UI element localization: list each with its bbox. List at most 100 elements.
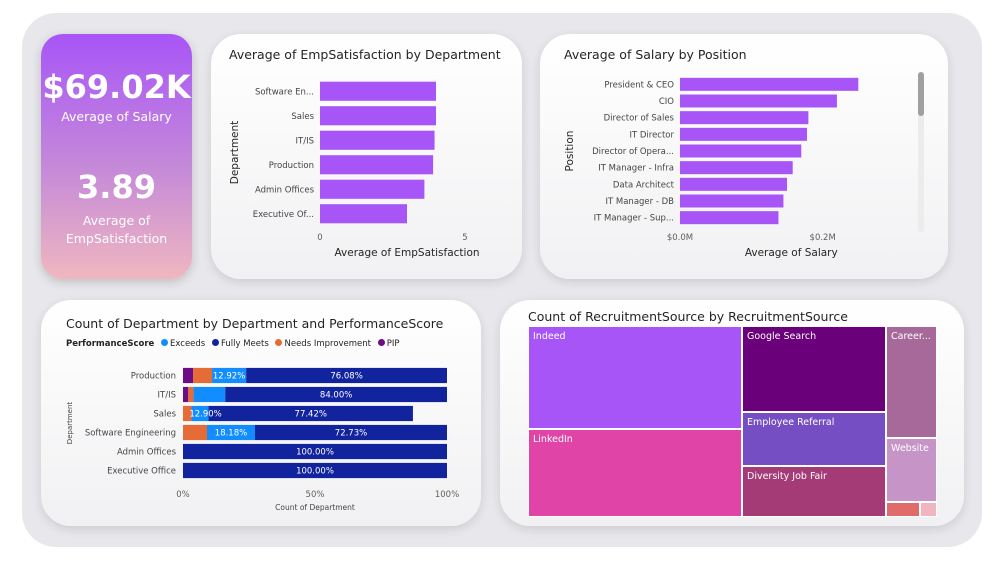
- category-tick-label: IT Manager - DB: [605, 197, 674, 207]
- stacked-segment[interactable]: [191, 405, 209, 422]
- x-axis-label: Average of Salary: [745, 247, 838, 259]
- performance-legend: PerformanceScore Exceeds Fully Meets Nee…: [66, 339, 399, 349]
- bar[interactable]: [320, 106, 436, 126]
- category-tick-label: Director of Sales: [604, 114, 675, 124]
- category-tick-label: Software En...: [255, 87, 314, 97]
- x-tick-label: 5: [462, 233, 467, 243]
- salary-by-position-card[interactable]: Average of Salary by Position President …: [540, 34, 948, 279]
- position-scrollbar[interactable]: [918, 72, 924, 232]
- bar[interactable]: [320, 81, 436, 101]
- chart-title: Count of RecruitmentSource by Recruitmen…: [528, 309, 848, 324]
- chart-title: Count of Department by Department and Pe…: [66, 316, 444, 331]
- treemap-label: Indeed: [533, 331, 566, 342]
- bar[interactable]: [680, 77, 859, 91]
- category-tick-label: Sales: [291, 112, 314, 122]
- satisfaction-kpi-value: 3.89: [77, 168, 156, 206]
- treemap-cell[interactable]: Career...: [886, 326, 937, 438]
- category-tick-label: IT Manager - Infra: [598, 164, 674, 174]
- stacked-segment[interactable]: [212, 367, 247, 384]
- treemap-cell[interactable]: Employee Referral: [742, 412, 886, 466]
- data-label: 18.18%: [215, 429, 247, 439]
- kpi-card[interactable]: $69.02K Average of Salary 3.89 Average o…: [41, 34, 192, 279]
- x-tick-label: 100%: [435, 490, 459, 500]
- x-tick-label: 50%: [306, 490, 325, 500]
- treemap-cell[interactable]: [920, 502, 937, 517]
- legend-item-needs-improvement[interactable]: Needs Improvement: [284, 339, 372, 349]
- treemap-label: LinkedIn: [533, 434, 573, 445]
- stacked-segment[interactable]: [183, 367, 194, 384]
- treemap-cell[interactable]: [886, 502, 920, 517]
- stacked-segment[interactable]: [183, 386, 189, 403]
- category-tick-label: Production: [269, 161, 314, 171]
- stacked-segment[interactable]: [225, 386, 447, 403]
- category-tick-label: Admin Offices: [117, 448, 177, 458]
- stacked-segment[interactable]: [246, 367, 447, 384]
- treemap-cell[interactable]: Website: [886, 438, 937, 502]
- bar[interactable]: [680, 144, 802, 158]
- treemap-label: Google Search: [747, 331, 817, 342]
- category-tick-label: Data Architect: [613, 180, 675, 190]
- category-tick-label: Executive Office: [107, 467, 176, 477]
- scrollbar-thumb[interactable]: [918, 72, 924, 116]
- bar[interactable]: [320, 130, 435, 150]
- salary-kpi-value: $69.02K: [42, 68, 191, 106]
- stacked-segment[interactable]: [208, 405, 413, 422]
- bar[interactable]: [680, 211, 779, 225]
- salary-kpi-label: Average of Salary: [61, 109, 172, 124]
- bar[interactable]: [680, 161, 793, 175]
- bar[interactable]: [320, 155, 434, 175]
- stacked-segment[interactable]: [193, 386, 226, 403]
- stacked-segment[interactable]: [183, 405, 192, 422]
- x-tick-label: $0.0M: [667, 233, 693, 243]
- stacked-segment[interactable]: [183, 462, 447, 479]
- chart-title: Average of EmpSatisfaction by Department: [229, 47, 501, 62]
- y-axis-label: Position: [564, 131, 576, 172]
- bar[interactable]: [320, 179, 425, 199]
- category-tick-label: IT/IS: [296, 136, 314, 146]
- category-tick-label: Executive Of...: [253, 210, 314, 220]
- data-label: 76.08%: [330, 372, 362, 382]
- bar[interactable]: [680, 177, 787, 191]
- data-label: 100.00%: [296, 467, 334, 477]
- data-label: 72.73%: [335, 429, 367, 439]
- stacked-segment[interactable]: [193, 367, 213, 384]
- data-label: 84.00%: [320, 391, 352, 401]
- bar[interactable]: [680, 111, 809, 125]
- chart-title: Average of Salary by Position: [564, 47, 747, 62]
- performance-by-department-card[interactable]: Count of Department by Department and Pe…: [41, 300, 481, 526]
- category-tick-label: Admin Offices: [255, 185, 315, 195]
- data-label: 12.92%: [213, 372, 245, 382]
- category-tick-label: Director of Opera...: [592, 147, 674, 157]
- legend-item-fully-meets[interactable]: Fully Meets: [220, 339, 269, 349]
- legend-dot-needs-improvement: [275, 339, 283, 346]
- legend-title: PerformanceScore: [66, 339, 155, 349]
- bar[interactable]: [320, 204, 407, 224]
- performance-stacked-bar-chart: 12.92% 76.08% Production 84.00% IT/IS 77.42% 1…: [66, 367, 459, 512]
- y-axis-label: Department: [229, 121, 241, 185]
- treemap-cell[interactable]: Diversity Job Fair: [742, 466, 886, 517]
- stacked-segment[interactable]: [183, 424, 207, 441]
- bar[interactable]: [680, 194, 784, 208]
- category-tick-label: IT/IS: [158, 391, 176, 401]
- x-tick-label: 0%: [176, 490, 190, 500]
- legend-item-exceeds[interactable]: Exceeds: [170, 339, 206, 349]
- stacked-segment[interactable]: [206, 424, 255, 441]
- x-axis-label: Average of EmpSatisfaction: [334, 247, 479, 259]
- stacked-segment[interactable]: [188, 386, 194, 403]
- data-label: 100.00%: [296, 448, 334, 458]
- y-axis-label: Department: [66, 402, 74, 445]
- x-tick-label: $0.2M: [810, 233, 836, 243]
- bar[interactable]: [680, 94, 837, 108]
- stacked-segment[interactable]: [254, 424, 447, 441]
- bar[interactable]: [680, 127, 807, 141]
- treemap-cell[interactable]: Indeed: [528, 326, 742, 429]
- treemap-label: Employee Referral: [747, 417, 835, 428]
- treemap-cell[interactable]: Google Search: [742, 326, 886, 412]
- data-label: 77.42%: [295, 410, 327, 420]
- satisfaction-by-department-card[interactable]: Average of EmpSatisfaction by Department…: [211, 34, 522, 279]
- legend-item-pip[interactable]: PIP: [386, 339, 400, 349]
- treemap-label: Diversity Job Fair: [747, 471, 827, 482]
- treemap-cell[interactable]: LinkedIn: [528, 429, 742, 517]
- stacked-segment[interactable]: [183, 443, 447, 460]
- legend-dot-exceeds: [161, 339, 169, 346]
